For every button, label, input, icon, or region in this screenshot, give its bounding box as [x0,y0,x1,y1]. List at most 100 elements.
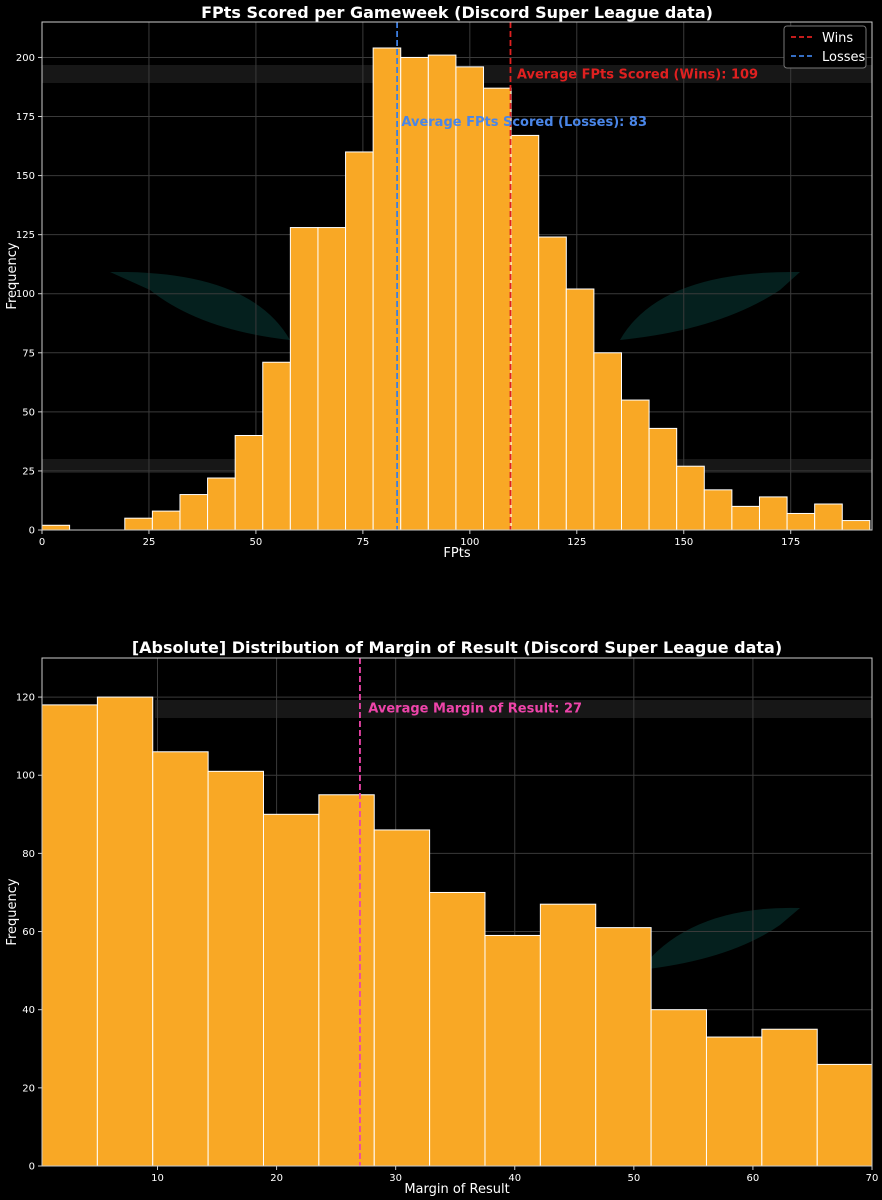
fpts-histogram: Average FPts Scored (Wins): 109 Average … [5,3,873,561]
histogram-bar [484,934,541,1167]
x-tick-label: 25 [143,537,156,548]
histogram-bar [96,696,154,1167]
histogram-bar [152,751,209,1167]
histogram-bar [483,87,512,531]
histogram-bar [593,352,623,531]
histogram-bar [207,770,264,1167]
x-tick-label: 100 [460,537,479,548]
histogram-bar [207,477,236,531]
histogram-bar [234,434,264,531]
legend-box [783,25,867,69]
y-tick-label: 40 [22,1005,35,1016]
y-tick-label: 100 [16,771,35,782]
histogram-bar [705,1036,763,1167]
histogram-bar [703,489,733,531]
margin-y-axis-label: Frequency [5,878,20,945]
legend-losses-label: Losses [822,50,866,65]
histogram-bar [41,524,71,531]
histogram-bar [648,427,678,531]
histogram-bar [289,227,319,531]
histogram-bar [373,829,431,1167]
annotation-wins-average: Average FPts Scored (Wins): 109 [517,68,758,83]
x-tick-label: 70 [866,1173,879,1184]
y-tick-label: 100 [16,289,35,300]
x-tick-label: 30 [389,1173,402,1184]
histogram-bar [400,56,429,531]
watermark-eye [640,907,800,970]
histogram-bar [429,891,486,1167]
watermark-eye-left [110,271,290,340]
histogram-bar [595,927,652,1167]
margin-annotations: Average Margin of Result: 27 [368,702,582,717]
fpts-bars [41,47,871,531]
x-tick-label: 50 [250,537,263,548]
x-tick-label: 0 [39,537,45,548]
x-tick-label: 50 [627,1173,640,1184]
histogram-bar [317,227,347,531]
histogram-bar [650,1009,707,1167]
annotation-losses-average: Average FPts Scored (Losses): 83 [401,115,647,130]
fpts-plot-frame [41,21,873,531]
y-tick-label: 200 [16,53,35,64]
histogram-bar [345,151,374,531]
fpts-x-axis-label: FPts [443,546,470,561]
margin-plot-frame [41,657,873,1167]
histogram-bar [124,517,153,531]
histogram-bar [565,288,595,531]
y-tick-label: 120 [16,693,35,704]
histogram-bar [786,512,816,531]
margin-x-axis-label: Margin of Result [404,1182,509,1197]
watermark-band [155,700,872,718]
histogram-bar [731,505,760,531]
histogram-bar [841,520,871,531]
y-tick-label: 20 [22,1083,35,1094]
x-tick-label: 20 [270,1173,283,1184]
histogram-bar [761,1028,818,1167]
fpts-chart-title: FPts Scored per Gameweek (Discord Super … [201,3,713,22]
y-tick-label: 175 [16,112,35,123]
histogram-bar [816,1063,873,1167]
histogram-bar [621,399,650,531]
histogram-bar [262,361,291,531]
y-tick-label: 50 [22,407,35,418]
y-tick-label: 80 [22,849,35,860]
fpts-annotations: Average FPts Scored (Wins): 109 Average … [401,68,758,130]
legend-wins-label: Wins [822,31,853,46]
margin-histogram: Average Margin of Result: 27 10 20 30 40 50 6… [5,638,878,1197]
x-tick-label: 175 [781,537,800,548]
watermark-eye-right [620,271,800,340]
histogram-bar [539,903,597,1167]
fpts-y-axis-label: Frequency [5,242,20,309]
histogram-bar [41,704,98,1167]
y-tick-label: 75 [22,348,35,359]
fpts-ticks: 0 25 50 75 100 125 150 175 0 25 50 75 100 125 150 175 20… [16,53,800,548]
margin-bars [41,696,873,1167]
histogram-bar [676,465,705,531]
histogram-bar [372,47,402,531]
histogram-bar [427,54,457,531]
x-tick-label: 75 [357,537,370,548]
histogram-bar [151,510,181,531]
x-tick-label: 150 [674,537,693,548]
histogram-bar [758,496,788,531]
histogram-bar [538,236,567,531]
fpts-average-lines [396,22,512,530]
y-tick-label: 0 [29,526,35,537]
histogram-bar [510,134,540,531]
y-tick-label: 150 [16,171,35,182]
annotation-margin-average: Average Margin of Result: 27 [368,702,582,717]
margin-ticks: 10 20 30 40 50 60 70 0 20 40 60 80 100 120 [16,693,878,1184]
y-tick-label: 60 [22,927,35,938]
x-tick-label: 40 [508,1173,521,1184]
histogram-bar [455,66,485,531]
x-tick-label: 10 [151,1173,164,1184]
fpts-legend: Wins Losses [783,25,867,69]
margin-background-watermark [155,700,872,970]
histogram-bar [814,503,843,531]
histogram-bar [262,813,320,1167]
histogram-bar [318,794,375,1167]
y-tick-label: 125 [16,230,35,241]
margin-chart-title: [Absolute] Distribution of Margin of Res… [132,638,782,657]
y-tick-label: 0 [29,1162,35,1173]
